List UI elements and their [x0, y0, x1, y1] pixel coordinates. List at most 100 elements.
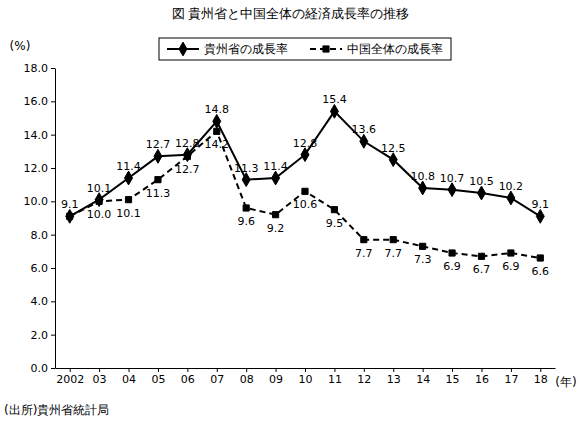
x-tick-mark	[511, 368, 512, 372]
y-tick: 12.0	[24, 162, 56, 175]
series-marker	[213, 114, 221, 128]
x-tick-mark	[158, 368, 159, 372]
y-tick: 8.0	[31, 229, 56, 242]
series-marker	[331, 207, 337, 213]
data-label: 7.3	[414, 253, 432, 266]
series-marker	[302, 188, 308, 194]
x-tick-label: 04	[122, 373, 136, 386]
x-tick-mark	[276, 368, 277, 372]
series-marker	[478, 253, 484, 259]
data-label: 10.7	[440, 172, 465, 185]
series-marker	[67, 213, 73, 219]
series-marker	[360, 134, 368, 148]
y-tick-mark	[51, 368, 55, 369]
y-tick-label: 10.0	[24, 195, 49, 208]
y-tick-mark	[51, 68, 55, 69]
x-tick-label: 17	[504, 373, 518, 386]
series-marker	[419, 181, 427, 195]
legend-label: 貴州省の成長率	[204, 42, 288, 56]
x-tick-mark	[129, 368, 130, 372]
legend-box	[159, 38, 451, 60]
data-label: 11.4	[263, 160, 288, 173]
series-marker	[184, 153, 190, 159]
x-tick-label: 08	[240, 373, 254, 386]
data-label: 12.7	[175, 163, 200, 176]
y-tick: 14.0	[24, 129, 56, 142]
data-label: 12.8	[175, 137, 200, 150]
series-marker	[183, 148, 191, 162]
chart-svg: 図 貴州省と中国全体の経済成長率の推移0.02.04.06.08.010.012…	[0, 0, 581, 426]
y-tick-label: 14.0	[24, 129, 49, 142]
series-marker	[273, 212, 279, 218]
y-tick: 4.0	[31, 295, 56, 308]
x-tick-label: 18	[534, 373, 548, 386]
x-tick-label: 10	[299, 373, 313, 386]
legend-item: 貴州省の成長率	[167, 42, 288, 56]
y-tick-label: 2.0	[31, 329, 49, 342]
series-marker	[96, 198, 102, 204]
x-tick: 12	[357, 368, 371, 386]
x-tick-label: 16	[475, 373, 489, 386]
y-tick-mark	[51, 201, 55, 202]
y-tick: 6.0	[31, 262, 56, 275]
data-label: 12.5	[381, 142, 406, 155]
series-marker	[536, 209, 544, 223]
data-label: 9.2	[267, 222, 285, 235]
x-tick-label: 13	[387, 373, 401, 386]
x-tick-label: 14	[416, 373, 430, 386]
x-tick-mark	[452, 368, 453, 372]
series-marker	[301, 148, 309, 162]
data-label: 10.1	[87, 182, 112, 195]
y-tick-label: 4.0	[31, 295, 49, 308]
data-label: 10.0	[87, 208, 112, 221]
data-label: 10.6	[293, 198, 318, 211]
x-tick: 14	[416, 368, 430, 386]
series-marker	[420, 243, 426, 249]
y-tick-label: 18.0	[24, 62, 49, 75]
y-axis-line	[55, 69, 56, 369]
legend-marker	[179, 42, 187, 56]
x-tick-label: 11	[328, 373, 342, 386]
data-labels: 9.110.111.412.712.814.811.311.412.815.41…	[61, 93, 549, 278]
data-label: 9.1	[532, 198, 550, 211]
y-tick-label: 6.0	[31, 262, 49, 275]
series-1	[67, 128, 544, 261]
chart-container: 図 貴州省と中国全体の経済成長率の推移0.02.04.06.08.010.012…	[0, 0, 581, 426]
y-tick: 0.0	[31, 362, 56, 375]
series-marker	[449, 250, 455, 256]
data-label: 6.7	[473, 263, 491, 276]
x-tick-label: 09	[269, 373, 283, 386]
x-tick-mark	[305, 368, 306, 372]
x-tick: 06	[181, 368, 195, 386]
x-tick-mark	[99, 368, 100, 372]
x-tick-label: 03	[93, 373, 107, 386]
x-tick: 11	[328, 368, 342, 386]
x-tick: 05	[151, 368, 165, 386]
x-tick: 07	[210, 368, 224, 386]
x-tick-mark	[70, 368, 71, 372]
y-tick-label: 16.0	[24, 95, 49, 108]
data-label: 6.6	[532, 265, 550, 278]
series-marker	[95, 193, 103, 207]
series-marker	[154, 149, 162, 163]
plot-area	[66, 104, 545, 261]
series-marker	[448, 183, 456, 197]
x-tick-mark	[334, 368, 335, 372]
series-marker	[66, 209, 74, 223]
data-label: 9.1	[61, 198, 79, 211]
y-tick: 2.0	[31, 329, 56, 342]
data-label: 6.9	[443, 260, 461, 273]
legend-marker	[323, 46, 329, 52]
data-label: 15.4	[322, 93, 347, 106]
data-label: 12.8	[293, 137, 318, 150]
series-marker	[125, 171, 133, 185]
x-tick-mark	[481, 368, 482, 372]
x-axis: 200203040506070809101112131415161718	[56, 368, 556, 386]
x-tick-mark	[423, 368, 424, 372]
series-marker	[361, 237, 367, 243]
x-tick-mark	[246, 368, 247, 372]
x-tick-mark	[217, 368, 218, 372]
x-tick-label: 07	[210, 373, 224, 386]
series-marker	[507, 191, 515, 205]
y-tick-label: 12.0	[24, 162, 49, 175]
